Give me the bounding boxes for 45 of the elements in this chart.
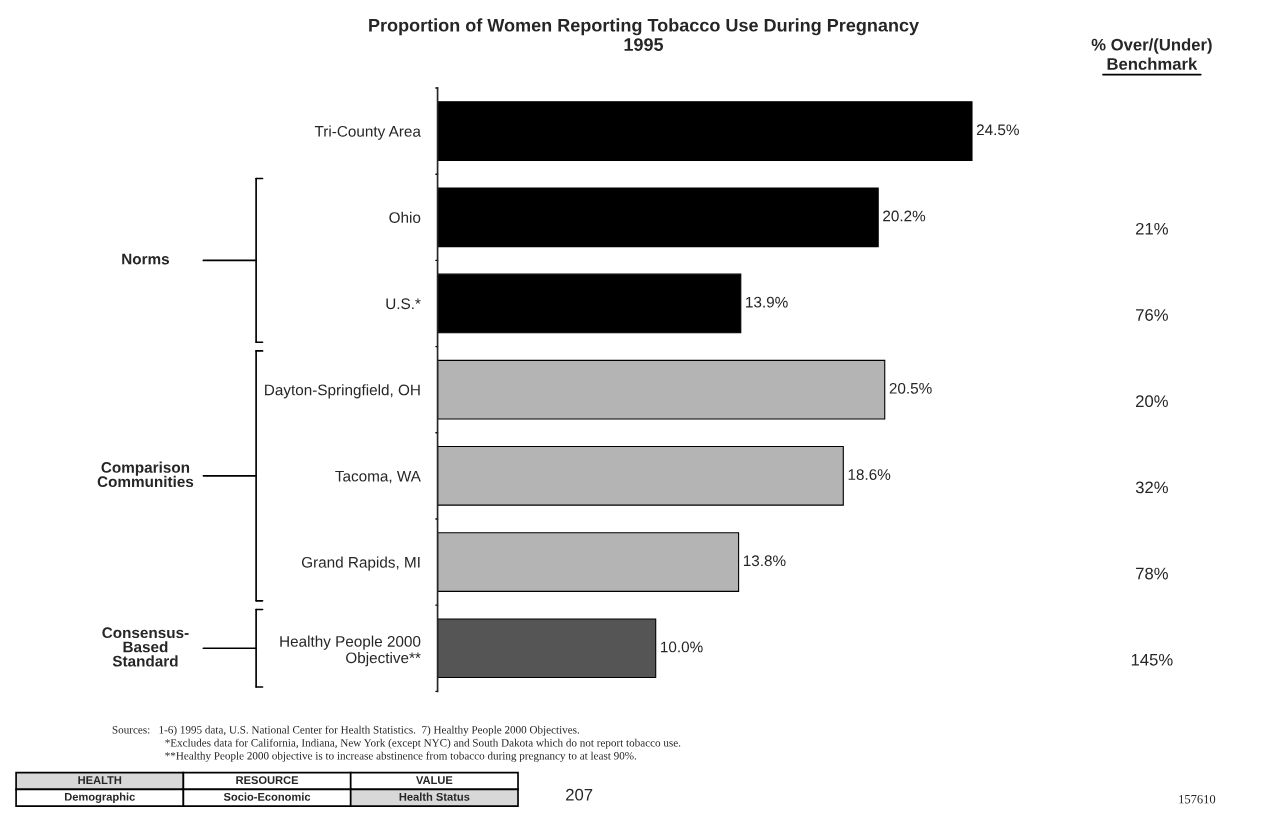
y-tick-label: Ohio xyxy=(389,211,421,223)
text: 157610 xyxy=(1179,794,1216,804)
text: *Excludes data for California, Indiana, New York (except NYC) and South Dakota which do not report tobacco use. xyxy=(165,738,681,749)
text: 78% xyxy=(1136,567,1168,580)
bar xyxy=(437,101,973,161)
y-tick-label: Tri-County Area xyxy=(314,125,421,140)
text: RESOURCE xyxy=(236,776,299,784)
text: Health Status xyxy=(399,792,470,801)
source-note: Sources: 1-6) 1995 data, U.S. National Center for Health Statistics. 7) Healthy People 2000 Objectives. xyxy=(112,725,580,736)
bar xyxy=(437,359,886,420)
text: 145% xyxy=(1131,653,1173,666)
text: Consensus- Based Standard xyxy=(102,627,189,667)
chart-subtitle: 1995 xyxy=(624,38,664,51)
text: VALUE xyxy=(416,776,453,784)
text: 207 xyxy=(566,788,593,801)
text: HEALTH xyxy=(78,776,122,784)
text: Norms xyxy=(122,253,169,265)
bar xyxy=(437,187,879,248)
text: Comparison Communities xyxy=(97,461,194,488)
text: Demographic xyxy=(64,792,135,803)
y-tick-label: Tacoma, WA xyxy=(335,470,421,484)
y-tick-label: Healthy People 2000 Objective** xyxy=(280,635,421,667)
data-label: 10.0% xyxy=(661,641,703,653)
text: 76% xyxy=(1136,309,1168,321)
data-label: 18.6% xyxy=(848,469,891,480)
data-label: 13.9% xyxy=(746,296,788,308)
data-label: 24.5% xyxy=(976,124,1019,136)
bar xyxy=(437,446,844,506)
chart-title: Proportion of Women Reporting Tobacco Use During Pregnancy xyxy=(369,18,919,36)
text: 20% xyxy=(1136,395,1168,408)
text: 21% xyxy=(1136,222,1168,235)
text: 32% xyxy=(1135,481,1168,494)
y-tick-label: Dayton-Springfield, OH xyxy=(265,384,420,399)
data-label: 13.8% xyxy=(743,555,786,567)
bar xyxy=(437,618,657,679)
text: Socio-Economic xyxy=(223,792,311,801)
bar xyxy=(437,273,742,334)
text: **Healthy People 2000 objective is to increase abstinence from tobacco during pregnancy to at least 90%. xyxy=(165,751,637,762)
data-label: 20.5% xyxy=(889,382,932,394)
y-tick-label: U.S.* xyxy=(386,298,421,310)
data-label: 20.2% xyxy=(883,210,926,222)
bar xyxy=(437,532,740,592)
y-tick-label: Grand Rapids, MI xyxy=(301,556,420,571)
text: % Over/(Under) xyxy=(1091,38,1212,54)
text: Benchmark xyxy=(1107,57,1198,70)
